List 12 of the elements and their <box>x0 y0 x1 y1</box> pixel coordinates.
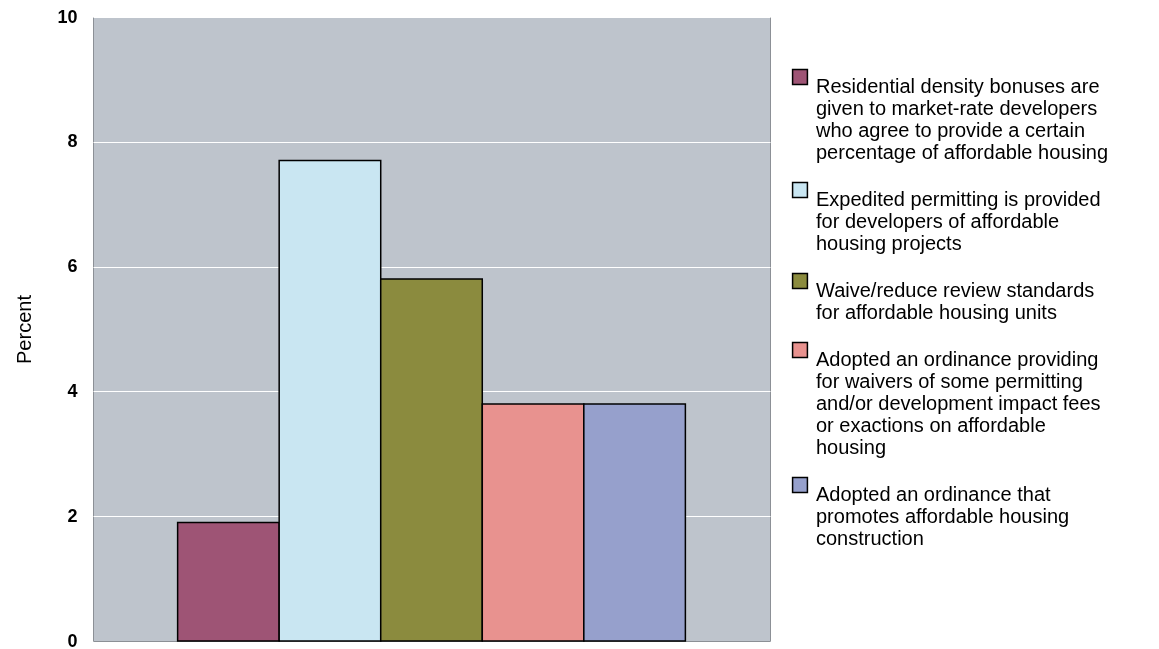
legend-label: Adopted an ordinance that promotes affordable housing construction <box>816 483 1070 549</box>
y-tick-label: 8 <box>67 131 78 152</box>
y-tick-label: 10 <box>57 6 78 27</box>
y-tick-label: 4 <box>67 380 78 401</box>
y-tick-label: 0 <box>67 630 78 649</box>
legend-label: Residential density bonuses are given to market-rate developers who agree to provide a certain percentage of affordable housing <box>815 75 1109 163</box>
y-tick-label: 6 <box>67 256 78 277</box>
legend-label: Expedited permitting is provided for developers of affordable housing projects <box>816 188 1101 254</box>
legend-label: Adopted an ordinance providing for waivers of some permitting and/or development impact fees or exactions on affordable housing <box>816 348 1101 458</box>
y-axis-title: Percent <box>13 294 36 364</box>
y-tick-label: 2 <box>67 505 78 526</box>
legend-label: Waive/reduce review standards for affordable housing units <box>816 279 1095 323</box>
